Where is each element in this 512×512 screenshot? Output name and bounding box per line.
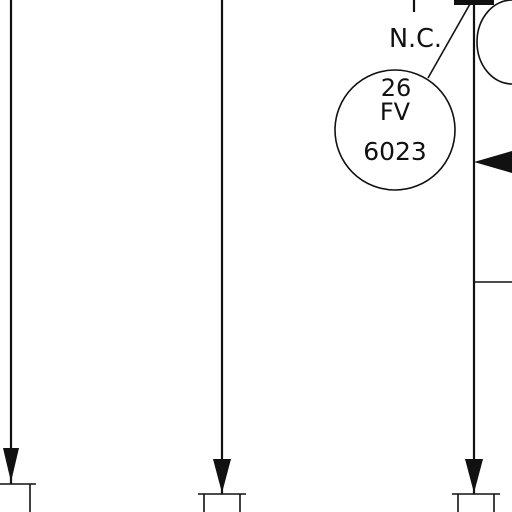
pipe-fitting-left [0,483,36,512]
valve-normally-closed-label: N.C. [389,24,442,54]
valve-actuator-icon [454,0,494,5]
instrument-bubble-partial [476,0,512,85]
pipe-line-left [0,0,36,512]
flow-arrow-down-icon [3,448,19,482]
flow-arrow-left-icon [474,151,512,173]
instrument-tag-number: 6023 [363,137,427,166]
leader-line [427,3,471,79]
instrument-bubble: 26 FV 6023 [334,69,456,191]
pipe-line-center [198,0,246,512]
pipe-line-right [412,0,512,512]
flow-arrow-down-icon [213,459,231,493]
instrument-loop-number: 26 [381,74,412,102]
flow-arrow-down-icon [465,459,483,493]
pipe-fitting-right [452,493,500,512]
pipe-fitting-center [198,493,246,512]
instrument-function-code: FV [380,98,411,126]
